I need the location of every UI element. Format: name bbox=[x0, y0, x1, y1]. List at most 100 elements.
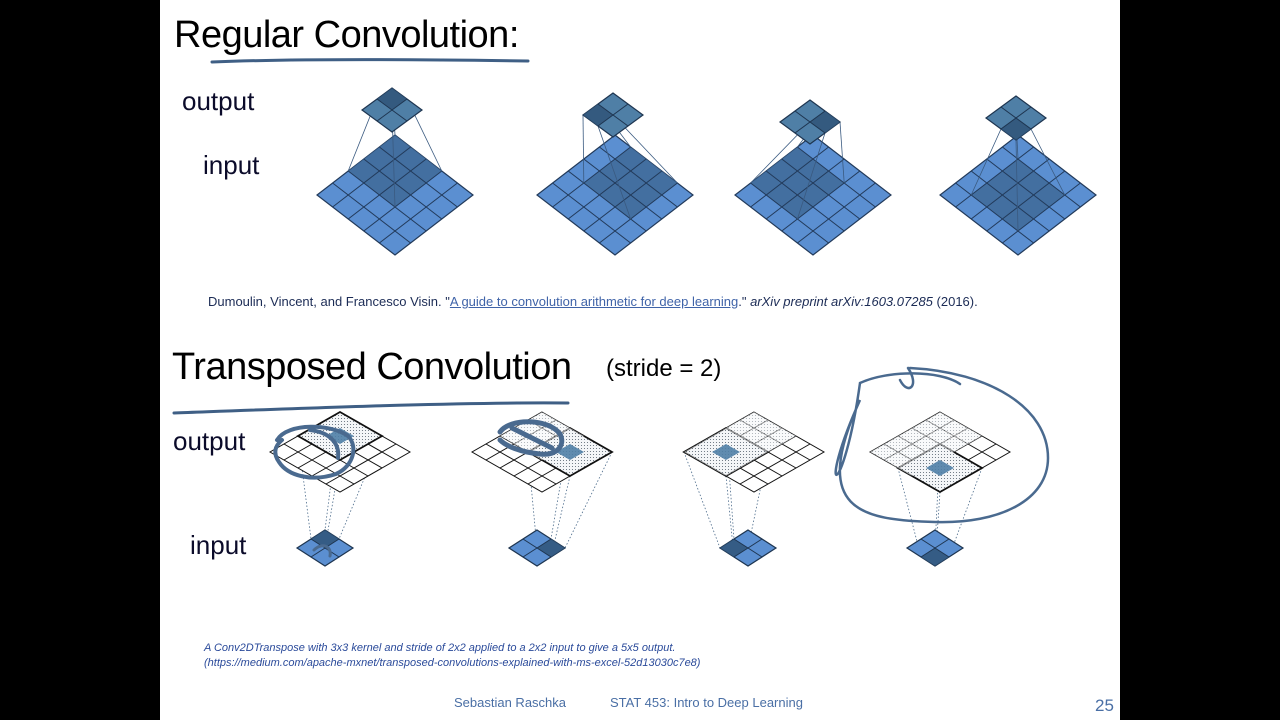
regular-output-grid-line bbox=[376, 98, 408, 122]
regular-input-grid-line bbox=[567, 170, 647, 232]
transposed-center-cell bbox=[712, 444, 740, 460]
regular-input-grid-line bbox=[781, 170, 861, 232]
transposed-filled-area bbox=[684, 412, 796, 476]
regular-output-grid-line bbox=[794, 110, 826, 134]
transposed-input-grid-line bbox=[733, 538, 763, 558]
transposed-output-grid-line bbox=[283, 443, 355, 485]
title-underline-top bbox=[210, 58, 530, 64]
regular-input-grid-line bbox=[583, 158, 663, 220]
regular-input-grid-line bbox=[781, 158, 861, 220]
citation-link[interactable]: A guide to convolution arithmetic for de… bbox=[449, 294, 739, 309]
regular-input-grid-line bbox=[583, 170, 663, 232]
page-number: 25 bbox=[1095, 696, 1114, 715]
transposed-projection-line bbox=[683, 451, 721, 549]
citation-journal: arXiv preprint arXiv:1603.07285 bbox=[750, 294, 933, 309]
regular-projection-line bbox=[970, 128, 1002, 196]
transposed-input-label: input bbox=[190, 530, 247, 560]
regular-input-grid-line bbox=[970, 170, 1050, 232]
hand-annotations bbox=[172, 58, 1050, 558]
regular-output-grid bbox=[984, 95, 1048, 141]
footer-author: Sebastian Raschka bbox=[454, 695, 567, 710]
transposed-output-grid-line bbox=[485, 443, 557, 485]
regular-input-grid-line bbox=[379, 146, 458, 208]
regular-projection-line bbox=[1015, 139, 1019, 232]
transposed-output-grid-line bbox=[739, 443, 811, 485]
regular-projection-line bbox=[582, 114, 585, 184]
annotation-circle bbox=[834, 366, 1050, 524]
regular-input-grid-line bbox=[332, 182, 411, 244]
transposed-input-grid bbox=[718, 529, 778, 567]
regular-input-grid-line bbox=[552, 146, 631, 208]
regular-output-grid-line bbox=[597, 103, 629, 127]
regular-input-grid-line bbox=[970, 158, 1050, 220]
regular-input-grid-line bbox=[347, 158, 427, 220]
regular-input-grid-line bbox=[379, 182, 458, 244]
regular-input-grid-line bbox=[986, 158, 1066, 220]
regular-input-grid-line bbox=[955, 182, 1034, 244]
regular-input-grid-line bbox=[332, 146, 411, 208]
regular-output-grid-line bbox=[1000, 106, 1032, 130]
regular-input-grid-line bbox=[363, 158, 443, 220]
regular-convolution-title: Regular Convolution: bbox=[174, 14, 519, 56]
regular-input-grid-line bbox=[552, 182, 631, 244]
diagram-canvas bbox=[172, 58, 1097, 567]
regular-output-grid bbox=[360, 87, 424, 133]
regular-input-grid-line bbox=[750, 146, 829, 208]
regular-input-grid-line bbox=[347, 170, 427, 232]
regular-input-grid-line bbox=[599, 146, 678, 208]
transposed-input-grid-line bbox=[310, 538, 340, 558]
regular-input-grid-line bbox=[986, 170, 1066, 232]
regular-input-label: input bbox=[203, 150, 260, 180]
regular-input-grid bbox=[734, 134, 892, 256]
regular-input-grid-line bbox=[363, 170, 443, 232]
regular-projection-line bbox=[597, 125, 631, 220]
title-underline-bottom bbox=[172, 401, 570, 415]
regular-projection-line bbox=[1030, 128, 1066, 196]
regular-output-grid bbox=[778, 99, 842, 145]
regular-output-grid bbox=[581, 92, 645, 138]
regular-output-label: output bbox=[182, 86, 255, 116]
regular-input-grid-line bbox=[797, 182, 876, 244]
citation: Dumoulin, Vincent, and Francesco Visin. … bbox=[208, 294, 978, 309]
annotation-scribble-1 bbox=[273, 424, 356, 480]
annotation-scribble-3 bbox=[312, 544, 332, 558]
transposed-output-label: output bbox=[173, 426, 246, 456]
citation-after-link: ." bbox=[738, 294, 751, 309]
regular-input-grid-line bbox=[765, 158, 845, 220]
regular-conv-diagrams bbox=[316, 87, 1097, 256]
transposed-center-cell bbox=[556, 444, 584, 460]
regular-input-grid bbox=[939, 134, 1097, 256]
transposed-input-grid bbox=[295, 529, 355, 567]
regular-input-grid-line bbox=[599, 182, 678, 244]
citation-year: (2016). bbox=[932, 294, 978, 309]
regular-input-grid-line bbox=[750, 182, 829, 244]
transposed-projection-line bbox=[564, 451, 613, 549]
regular-projection-line bbox=[839, 121, 845, 184]
regular-input-grid bbox=[536, 134, 694, 256]
regular-input-grid-line bbox=[955, 146, 1034, 208]
footer-course: STAT 453: Intro to Deep Learning bbox=[610, 695, 803, 710]
regular-input-grid-line bbox=[1002, 182, 1081, 244]
transposed-projection-line bbox=[324, 411, 341, 531]
transposed-conv-diagrams bbox=[268, 410, 1012, 567]
regular-input-grid-line bbox=[797, 146, 876, 208]
transposed-output-grid-line bbox=[325, 443, 397, 485]
transposed-projection-line bbox=[897, 467, 922, 558]
slide: Regular Convolution: output input Dumoul… bbox=[160, 0, 1120, 720]
regular-input-grid-line bbox=[567, 158, 647, 220]
regular-input-grid-line bbox=[765, 170, 845, 232]
transposed-input-grid-line bbox=[522, 538, 552, 558]
stride-label: (stride = 2) bbox=[606, 355, 722, 382]
annotation-scribble-2 bbox=[497, 419, 565, 457]
caption-line-1: A Conv2DTranspose with 3x3 kernel and st… bbox=[204, 642, 676, 654]
transposed-convolution-title: Transposed Convolution bbox=[172, 346, 572, 388]
transposed-center-cell bbox=[926, 460, 954, 476]
caption-line-2: (https://medium.com/apache-mxnet/transpo… bbox=[204, 657, 701, 669]
regular-input-grid-line bbox=[1002, 146, 1081, 208]
transposed-filled-area bbox=[870, 412, 982, 476]
transposed-input-grid bbox=[905, 529, 965, 567]
citation-authors: Dumoulin, Vincent, and Francesco Visin. … bbox=[208, 294, 450, 309]
annotation-circle-top bbox=[898, 366, 915, 390]
regular-projection-line bbox=[797, 132, 826, 220]
transposed-input-grid-line bbox=[920, 538, 950, 558]
